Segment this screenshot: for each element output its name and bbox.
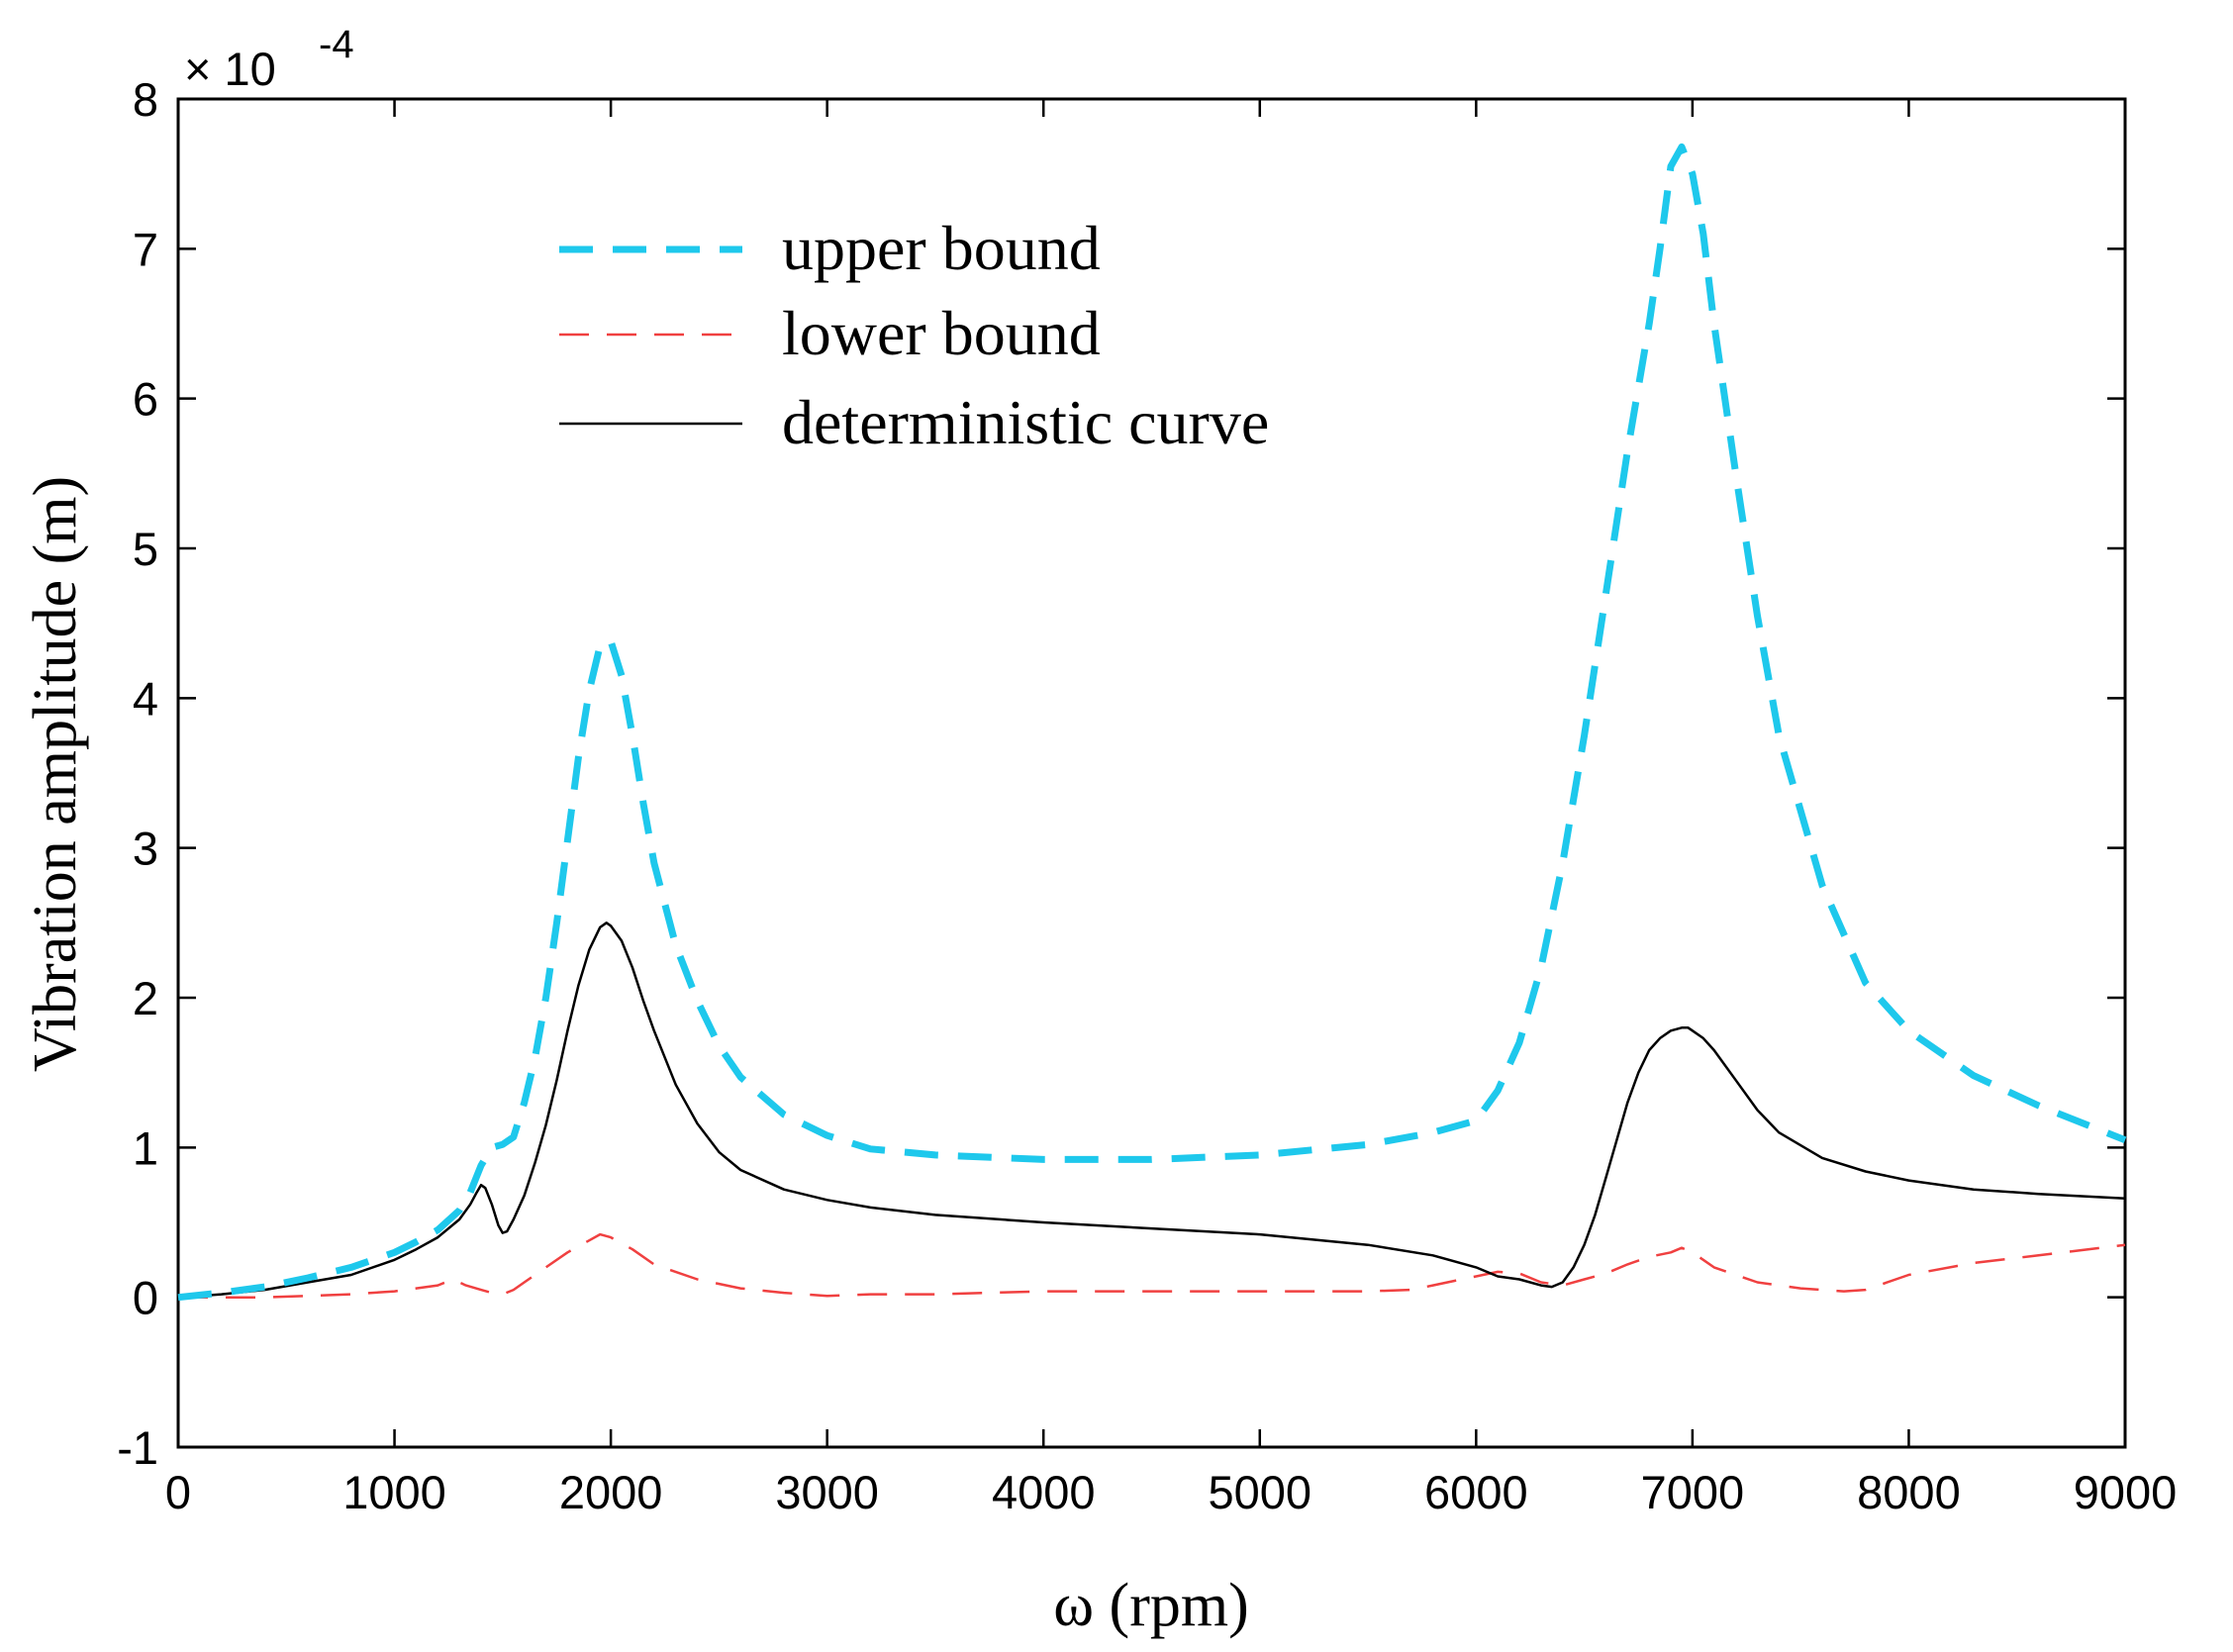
y-tick-label: 8 [133, 73, 158, 126]
y-tick-label: 3 [133, 823, 158, 875]
x-axis-ticks: 0 1000 2000 3000 4000 5000 6000 7000 8000 9000 [165, 99, 2177, 1518]
y-tick-label: 4 [133, 672, 158, 725]
x-tick-label: 4000 [992, 1466, 1096, 1518]
series-line-deterministic-curve [177, 922, 2126, 1299]
x-tick-label: 6000 [1424, 1466, 1528, 1518]
y-tick-label: 1 [133, 1121, 158, 1174]
y-axis-title: Vibration amplitude (m) [22, 476, 89, 1072]
x-tick-label: 0 [165, 1466, 191, 1518]
legend-label-upper-bound: upper bound [782, 213, 1101, 283]
y-tick-label: 6 [133, 373, 158, 426]
x-tick-label: 9000 [2074, 1466, 2178, 1518]
y-tick-label: 5 [133, 523, 158, 575]
y-axis-ticks: -1 0 1 2 3 4 5 6 7 8 [117, 73, 2125, 1474]
plot-frame [176, 97, 2127, 1449]
y-scale-exponent: -4 [319, 23, 354, 66]
series-line-upper-bound [177, 143, 2127, 1302]
series-layer [177, 143, 2127, 1302]
legend: upper bound lower bound deterministic cu… [559, 213, 1269, 457]
x-tick-label: 1000 [342, 1466, 446, 1518]
legend-label-deterministic-curve: deterministic curve [782, 387, 1269, 457]
x-tick-label: 7000 [1641, 1466, 1745, 1518]
series-line-lower-bound [178, 1232, 2126, 1299]
x-tick-label: 5000 [1208, 1466, 1311, 1518]
y-tick-label: -1 [117, 1421, 158, 1474]
x-tick-label: 8000 [1857, 1466, 1961, 1518]
legend-label-lower-bound: lower bound [782, 298, 1101, 368]
x-tick-label: 3000 [775, 1466, 879, 1518]
y-tick-label: 7 [133, 223, 158, 275]
x-axis-title: ω (rpm) [1053, 1572, 1248, 1639]
y-scale-label: × 10 [184, 43, 276, 95]
x-tick-label: 2000 [559, 1466, 663, 1518]
y-tick-label: 0 [133, 1272, 158, 1324]
y-tick-label: 2 [133, 972, 158, 1024]
